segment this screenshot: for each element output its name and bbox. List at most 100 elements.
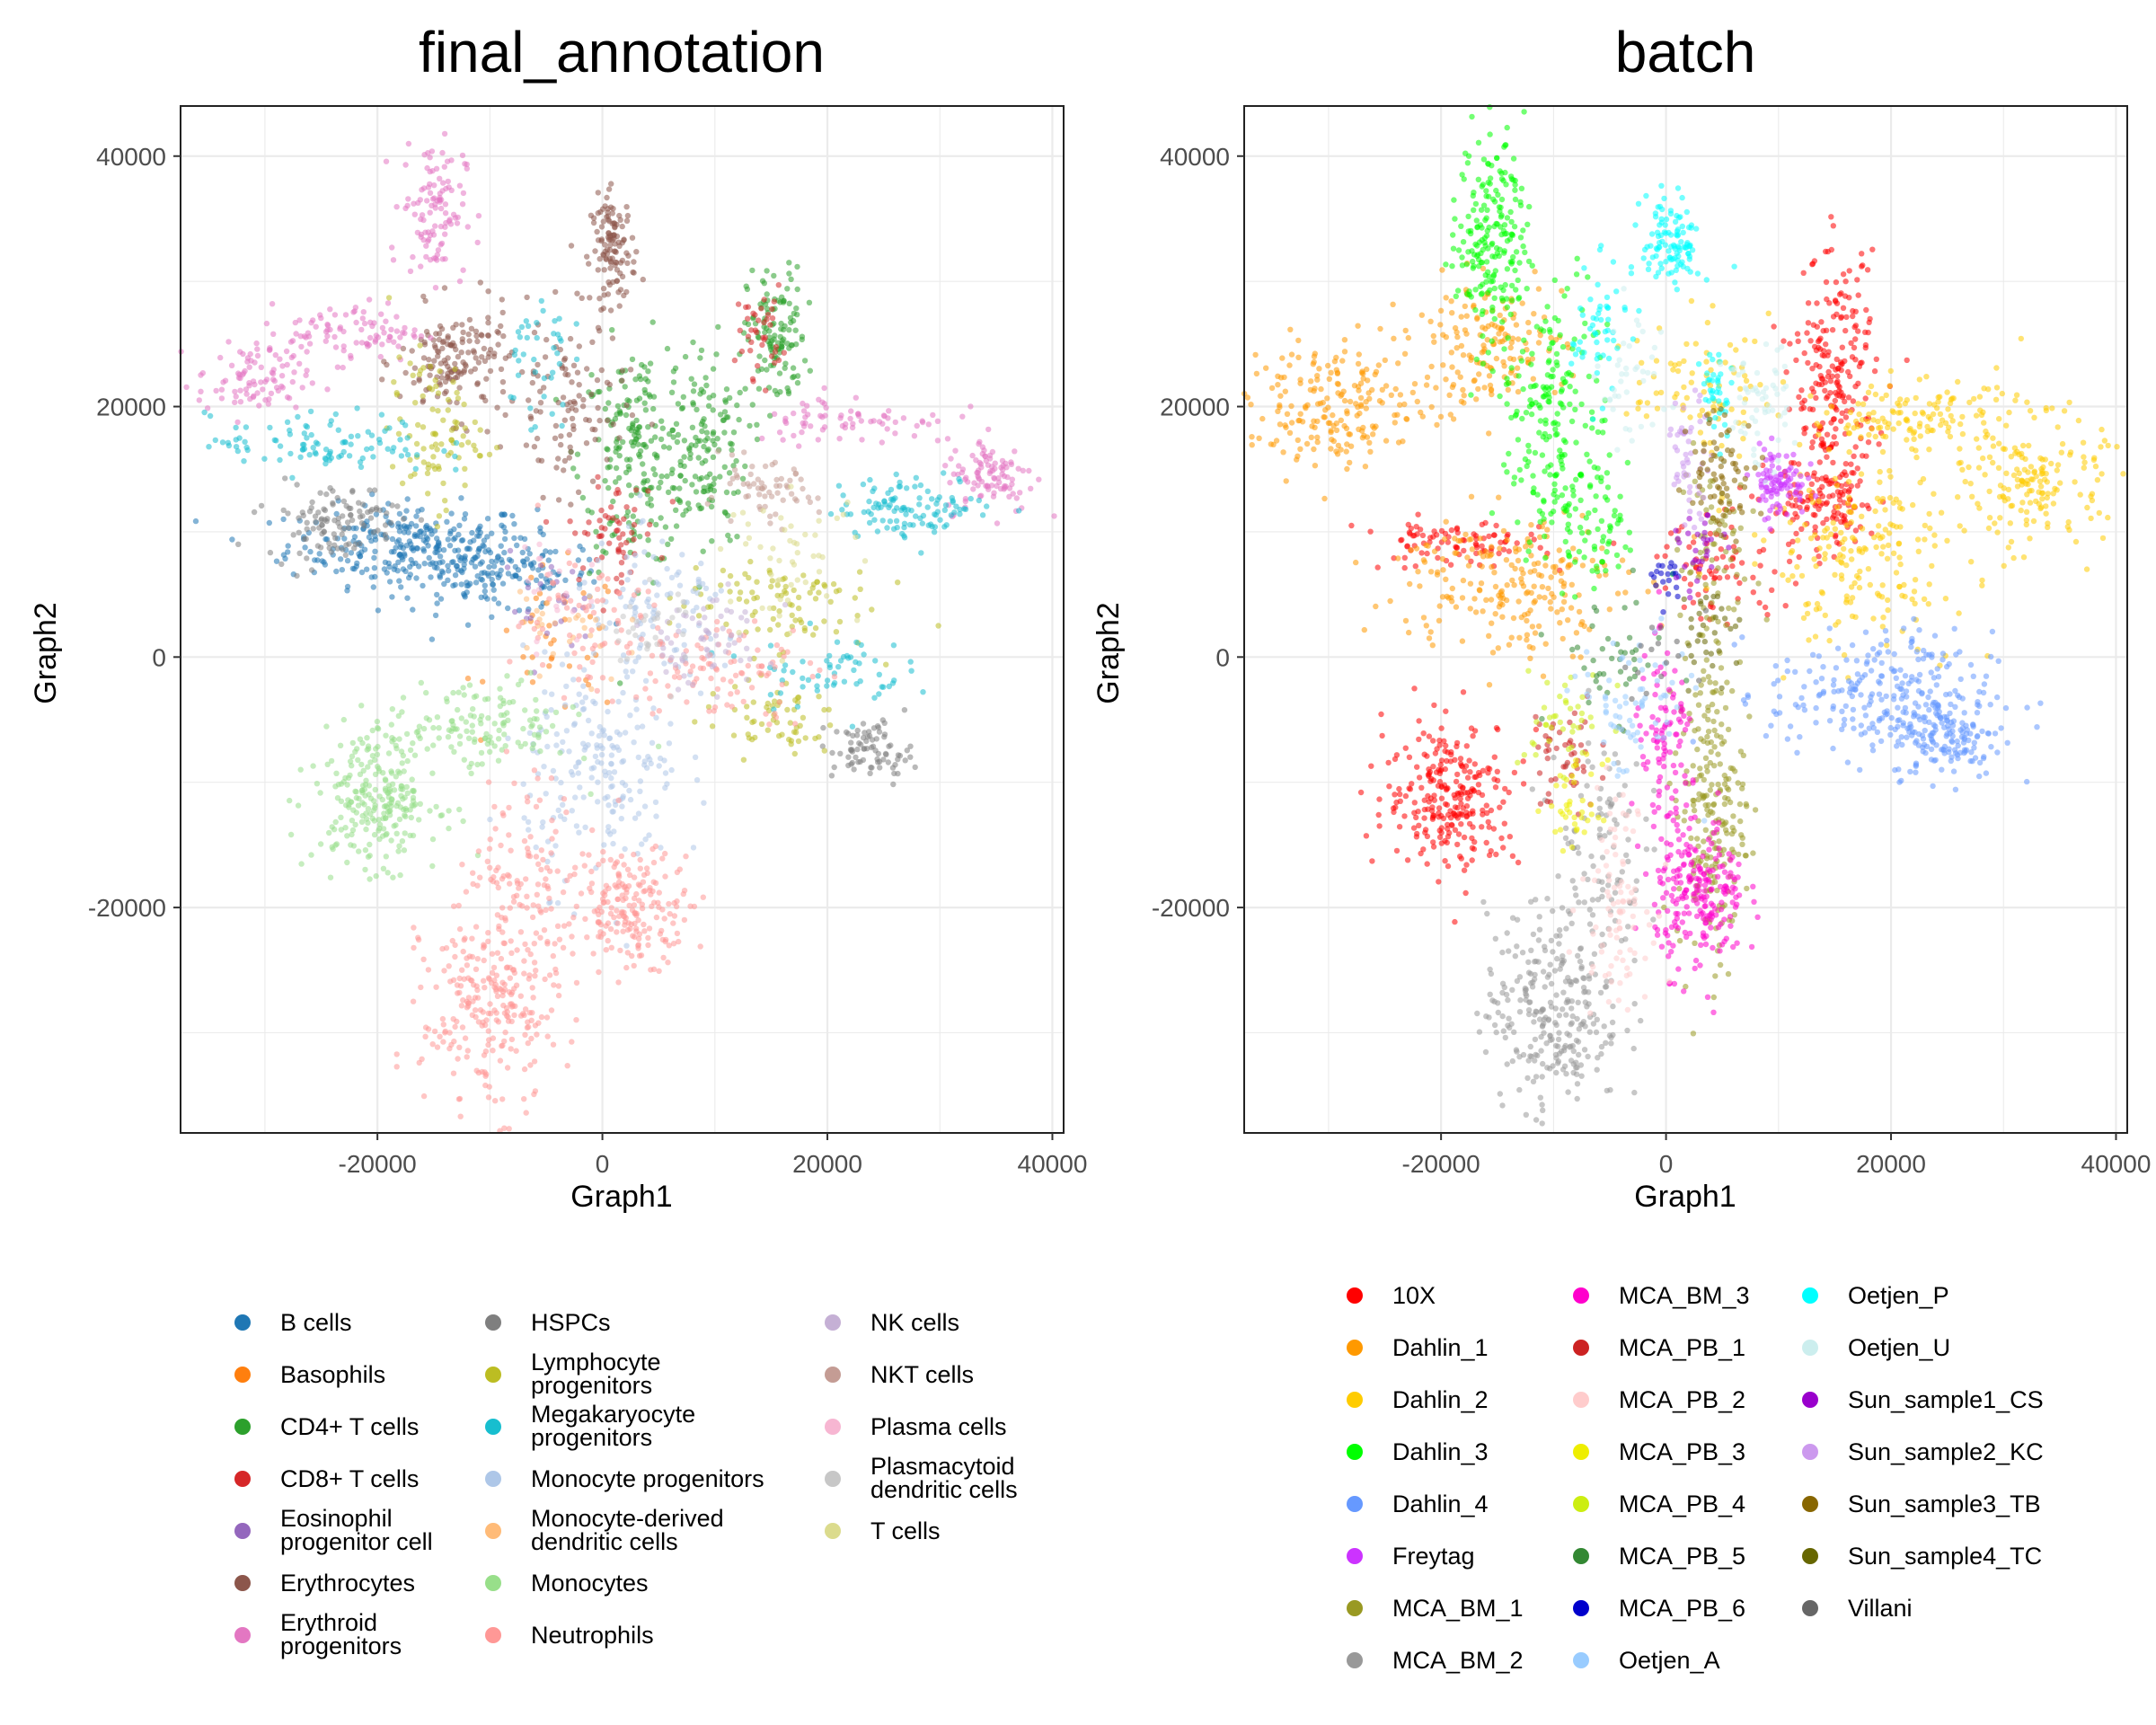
data-point [342,312,349,318]
data-point [1463,743,1471,749]
data-point [654,592,660,598]
data-point [417,367,424,374]
data-point [254,390,261,396]
data-point [459,1024,466,1031]
data-point [593,544,600,550]
data-point [522,1031,528,1039]
data-point [448,510,455,517]
data-point [500,812,507,818]
data-point [795,694,801,701]
data-point [572,794,579,801]
data-point [1839,472,1845,478]
data-point [816,694,822,700]
data-point [566,748,572,755]
data-point [337,742,344,748]
data-point [699,634,705,641]
data-point [1447,815,1454,821]
data-point [629,356,636,363]
data-point [762,301,769,307]
data-point [776,370,783,376]
data-point [745,333,752,340]
data-point [552,288,559,296]
data-point [607,258,614,265]
data-point [507,975,513,981]
data-point [355,756,361,764]
data-point [308,431,314,438]
data-point [863,746,870,752]
data-point [454,389,460,396]
data-point [600,931,606,937]
data-point [515,329,522,335]
data-point [745,492,752,500]
data-point [978,492,985,499]
data-point [674,898,680,905]
data-point [556,936,563,942]
data-point [821,706,827,713]
data-point [633,397,641,403]
data-point [411,924,417,931]
data-point [1418,850,1424,857]
data-point [807,589,813,596]
data-point [543,876,549,882]
data-point [698,505,705,511]
data-point [399,480,406,487]
data-point [650,553,657,561]
data-point [442,210,449,217]
data-point [579,617,586,624]
data-point [631,259,637,265]
data-point [647,695,653,702]
data-point [767,412,773,419]
data-point [594,597,601,605]
data-point [306,452,313,458]
data-point [535,587,543,593]
data-point [602,526,608,532]
data-point [606,770,613,776]
data-point [1442,858,1448,864]
data-point [445,577,451,583]
data-point [693,442,699,448]
data-point [420,582,426,589]
data-point [462,1035,469,1041]
data-point [367,334,374,341]
data-point [235,541,242,547]
data-point [400,345,407,352]
data-point [616,453,623,459]
data-point [810,632,817,638]
data-point [642,407,649,413]
data-point [395,343,402,349]
data-point [482,593,489,600]
data-point [751,718,757,724]
data-point [613,448,619,456]
data-point [710,393,717,399]
data-point [219,439,226,446]
data-point [623,674,631,680]
data-point [700,548,706,554]
data-point [334,494,340,501]
data-point [529,745,535,752]
data-point [664,345,671,352]
data-point [549,722,556,730]
data-point [916,501,923,508]
data-point [1413,834,1420,840]
data-point [755,385,763,392]
data-point [418,333,425,340]
data-point [427,190,434,196]
data-point [575,612,581,619]
data-point [445,407,451,413]
data-point [337,324,344,331]
data-point [356,848,362,854]
data-point [588,686,595,693]
data-point [890,781,897,788]
data-point [1413,814,1419,821]
data-point [1808,444,1816,451]
data-point [527,413,534,420]
data-point [1483,802,1490,809]
data-point [493,880,500,886]
data-point [620,689,626,696]
data-point [399,709,405,715]
data-point [570,569,576,575]
data-point [623,668,629,675]
data-point [826,661,833,668]
data-point [487,864,493,871]
data-point [624,212,632,219]
